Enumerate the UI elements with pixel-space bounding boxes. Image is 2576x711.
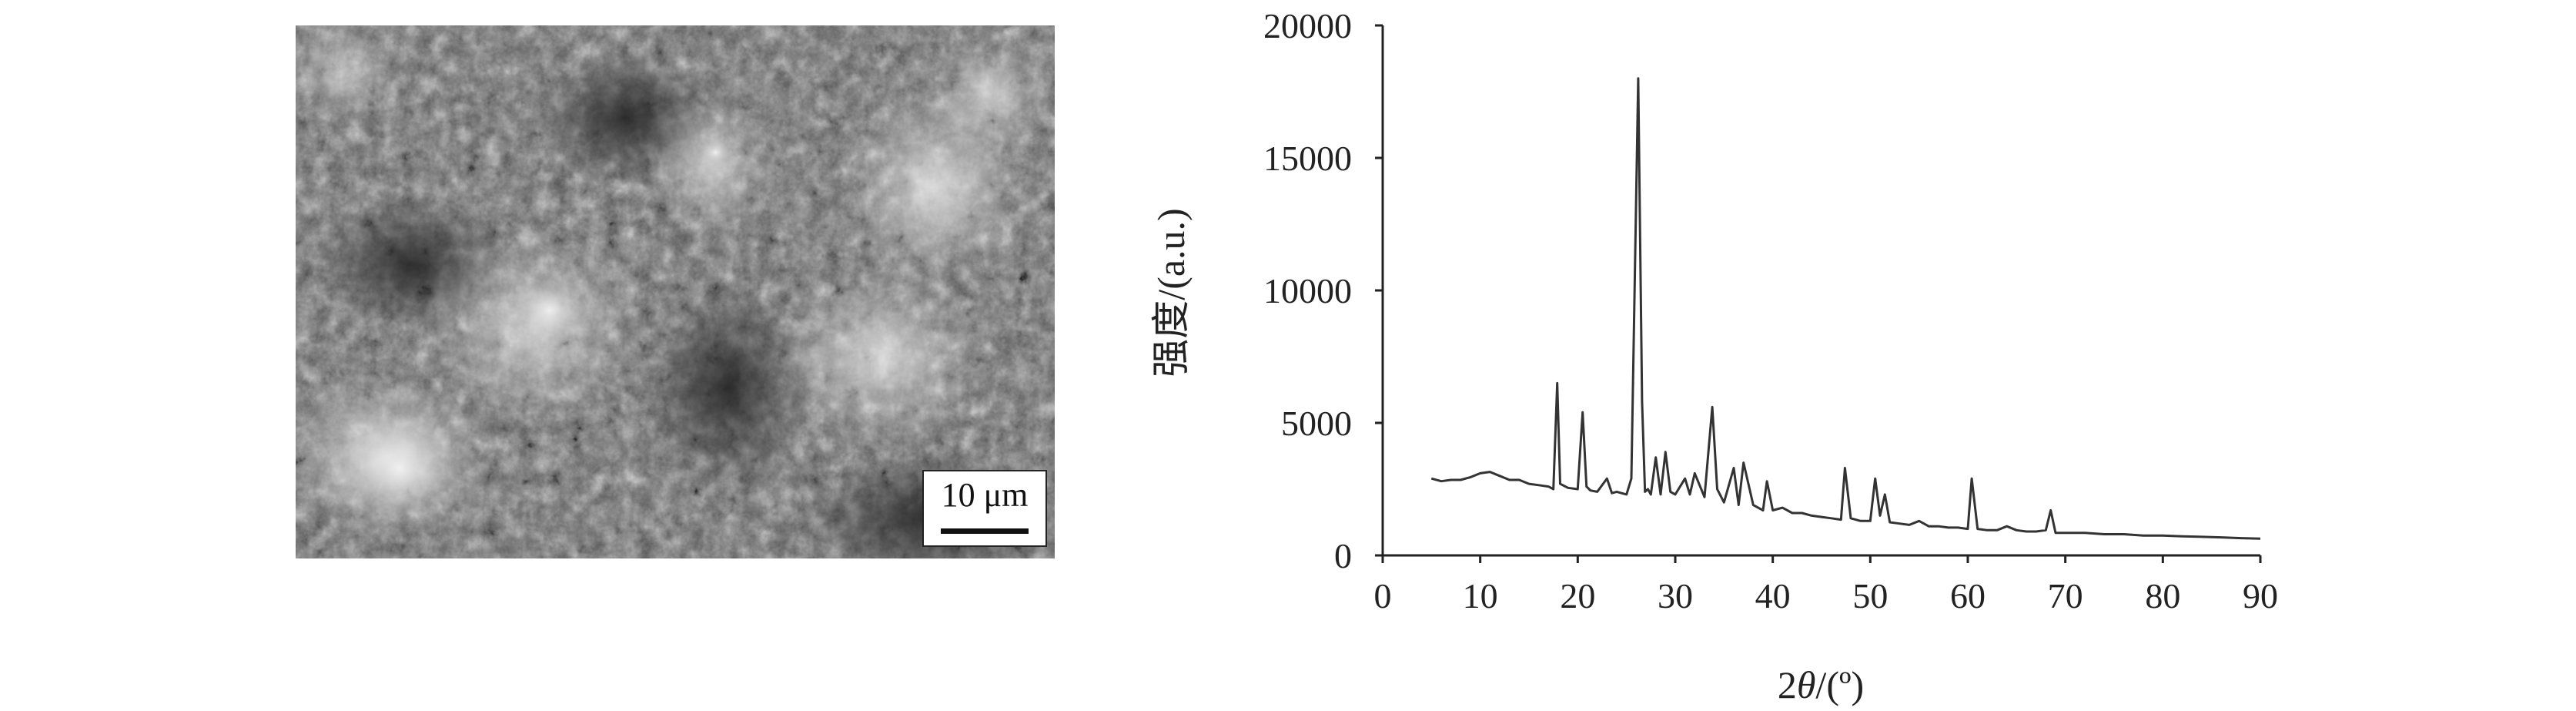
x-tick-label: 40: [1755, 576, 1791, 615]
series-layer: [1430, 77, 2261, 540]
x-tick-label: 90: [2243, 576, 2278, 615]
x-axis-title: 2θ/(º): [1778, 663, 1864, 706]
y-tick-label: 5000: [1281, 404, 1352, 443]
x-tick-label: 80: [2145, 576, 2180, 615]
x-tick-label: 60: [1950, 576, 1986, 615]
y-axis-title: 强度/(a.u.): [1149, 208, 1193, 377]
x-tick-label: 30: [1658, 576, 1693, 615]
y-tick-label: 15000: [1263, 139, 1352, 178]
axes: [1381, 25, 2260, 557]
x-tick-label: 20: [1560, 576, 1595, 615]
y-tick-label: 10000: [1263, 271, 1352, 310]
scale-bar-label: 10 μm: [941, 476, 1029, 514]
scale-bar-line: [941, 528, 1029, 534]
x-tick-label: 70: [2048, 576, 2083, 615]
y-tick-label: 0: [1334, 536, 1352, 575]
x-tick-label: 10: [1463, 576, 1498, 615]
x-tick-label: 50: [1852, 576, 1888, 615]
y-tick-label: 20000: [1263, 6, 1352, 45]
x-tick-label: 0: [1374, 576, 1392, 615]
scale-bar: 10 μm: [922, 470, 1047, 547]
ticks: 0 10 20 30 40 50 60 70 80 90 0 5000 10000 15000 20000: [1263, 6, 2278, 615]
xrd-series-line: [1430, 77, 2261, 540]
